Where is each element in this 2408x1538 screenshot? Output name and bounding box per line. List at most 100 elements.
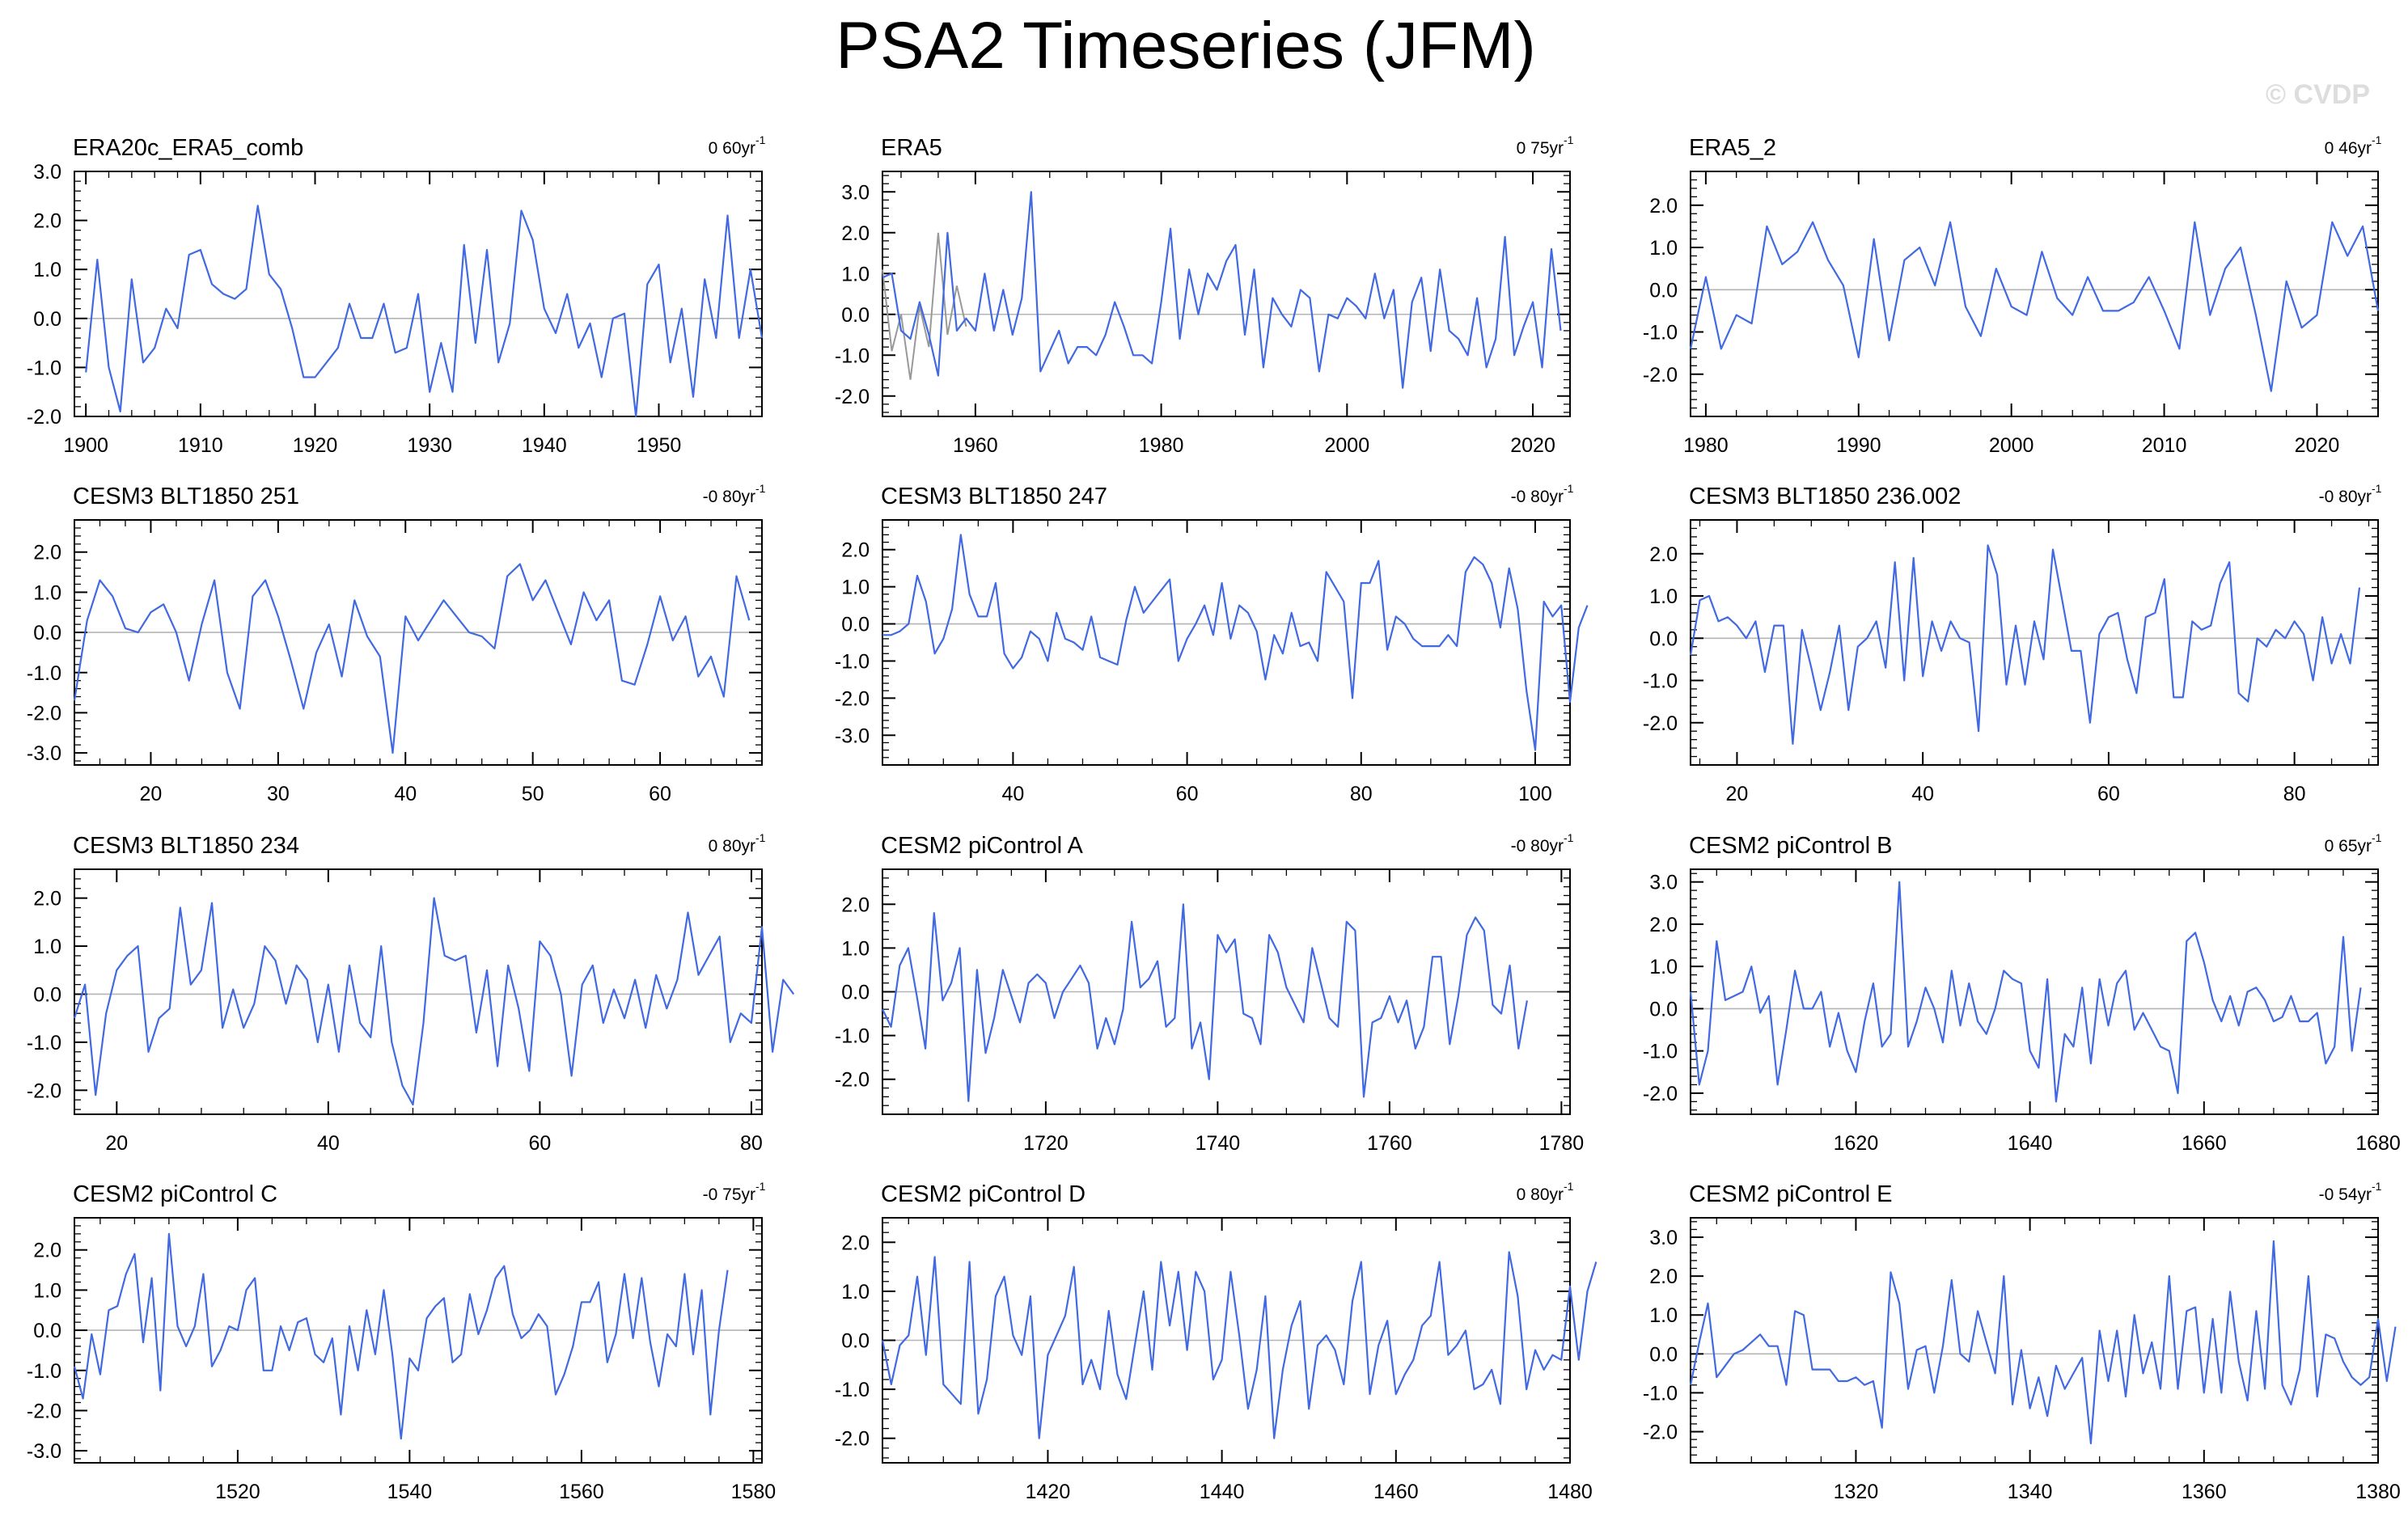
panel-grid: ERA20c_ERA5_comb 0 60yr -1-2.0-1.00.01.02.…	[27, 133, 2401, 1503]
panel-variance-label: -0 80yr	[703, 488, 755, 506]
x-tick-label: 20	[105, 1132, 128, 1155]
y-tick-label: -2.0	[27, 1400, 61, 1422]
chart-panel: ERA5_2 0 46yr -1 -2.0 -1.0 0.0 1.0 2.0 1980 1990 2…	[1643, 133, 2382, 457]
y-tick-label: -2.0	[1643, 1083, 1678, 1105]
y-tick-label: 2.0	[33, 210, 61, 233]
y-tick-label: 2.0	[33, 888, 61, 911]
panel-title: CESM2 piControl C	[73, 1181, 277, 1207]
x-tick-label: 1660	[2182, 1132, 2227, 1155]
series-line	[882, 534, 1589, 751]
x-tick-label: 20	[1726, 783, 1749, 805]
x-tick-label: 1520	[215, 1481, 260, 1503]
secondary-series-line	[882, 232, 967, 380]
plot-frame	[74, 868, 763, 1115]
y-tick-label: 0.0	[841, 614, 870, 636]
y-tick-label: 1.0	[33, 1279, 61, 1302]
series-line	[73, 1232, 729, 1440]
y-tick-label: 0.0	[841, 982, 870, 1004]
panel-title: CESM2 piControl E	[1689, 1181, 1892, 1207]
variance-superscript: -1	[2372, 482, 2382, 495]
x-tick-label: 1940	[522, 434, 567, 457]
y-tick-label: -1.0	[835, 650, 870, 673]
panel-title: CESM2 piControl B	[1689, 833, 1892, 859]
y-tick-label: -3.0	[835, 725, 870, 747]
x-tick-label: 30	[267, 783, 290, 805]
variance-superscript: -1	[755, 1180, 766, 1193]
y-tick-label: -2.0	[835, 386, 870, 408]
plot-frame	[74, 171, 763, 417]
panel-title: CESM3 BLT1850 234	[73, 833, 299, 859]
y-tick-label: 2.0	[1649, 195, 1678, 218]
x-tick-label: 1640	[2008, 1132, 2053, 1155]
x-tick-label: 1560	[559, 1481, 604, 1503]
y-tick-label: 1.0	[33, 936, 61, 958]
y-tick-label: 0.0	[841, 1330, 870, 1353]
variance-superscript: -1	[2372, 133, 2382, 146]
x-tick-label: 60	[528, 1132, 551, 1155]
y-tick-label: 2.0	[841, 1232, 870, 1254]
x-tick-label: 80	[2283, 783, 2306, 805]
panel-variance-label: 0 75yr	[1517, 139, 1564, 158]
y-tick-label: -2.0	[835, 1069, 870, 1092]
y-tick-label: -1.0	[27, 357, 61, 379]
cvdp-watermark: © CVDP	[2266, 79, 2370, 110]
series-line	[85, 205, 764, 418]
panel-variance-label: 0 65yr	[2325, 837, 2372, 856]
series-line	[73, 563, 751, 754]
y-tick-label: 0.0	[841, 304, 870, 327]
x-tick-label: 1460	[1373, 1481, 1419, 1503]
x-tick-label: 40	[394, 783, 417, 805]
x-tick-label: 80	[1350, 783, 1373, 805]
panel-variance-label: -0 75yr	[703, 1185, 755, 1204]
x-tick-label: 2020	[1510, 434, 1555, 457]
y-tick-label: 1.0	[841, 577, 870, 599]
y-tick-label: 0.0	[1649, 627, 1678, 650]
plot-frame	[882, 171, 1571, 417]
x-tick-label: 1620	[1834, 1132, 1879, 1155]
plot-frame	[1690, 1217, 2379, 1464]
x-tick-label: 2020	[2295, 434, 2340, 457]
x-tick-label: 1440	[1200, 1481, 1245, 1503]
panel-title: ERA5	[881, 135, 942, 161]
chart-panel: CESM2 piControl E -0 54yr -1 -2.0 -1.0 0.0 1.0…	[1643, 1180, 2401, 1503]
panel-variance-label: 0 80yr	[1517, 1185, 1564, 1204]
x-tick-label: 80	[740, 1132, 763, 1155]
series-line	[1689, 1240, 2397, 1445]
panel-title: CESM2 piControl D	[881, 1181, 1086, 1207]
x-tick-label: 40	[1001, 783, 1024, 805]
y-tick-label: -2.0	[835, 1428, 870, 1451]
chart-panel: CESM2 piControl D 0 80yr -1 -2.0 -1.0 0.0 1.0 2…	[835, 1180, 1598, 1503]
y-tick-label: 0.0	[33, 1320, 61, 1342]
variance-superscript: -1	[2372, 1180, 2382, 1193]
series-line	[882, 903, 1528, 1102]
x-tick-label: 100	[1518, 783, 1552, 805]
x-tick-label: 40	[317, 1132, 340, 1155]
x-tick-label: 60	[2097, 783, 2120, 805]
y-tick-label: -1.0	[835, 1025, 870, 1048]
variance-superscript: -1	[755, 831, 766, 844]
series-line	[1689, 221, 2380, 392]
y-tick-label: -2.0	[1643, 364, 1678, 387]
x-tick-label: 1930	[407, 434, 452, 457]
variance-superscript: -1	[755, 133, 766, 146]
y-tick-label: 0.0	[1649, 1343, 1678, 1366]
y-tick-label: 2.0	[1649, 914, 1678, 936]
x-tick-label: 1950	[637, 434, 682, 457]
y-tick-label: 2.0	[1649, 1265, 1678, 1288]
x-tick-label: 1420	[1026, 1481, 1071, 1503]
panel-variance-label: 0 80yr	[709, 837, 755, 856]
x-tick-label: 60	[649, 783, 671, 805]
y-tick-label: -1.0	[1643, 1382, 1678, 1405]
panel-title: ERA5_2	[1689, 135, 1776, 161]
x-tick-label: 20	[140, 783, 163, 805]
x-tick-label: 40	[1911, 783, 1934, 805]
y-tick-label: -3.0	[27, 1440, 61, 1463]
x-tick-label: 2000	[1325, 434, 1370, 457]
panel-title: CESM3 BLT1850 236.002	[1689, 484, 1961, 509]
y-tick-label: -1.0	[27, 1360, 61, 1383]
x-tick-label: 1680	[2355, 1132, 2401, 1155]
y-tick-label: -1.0	[835, 344, 870, 367]
y-tick-label: 0.0	[33, 622, 61, 644]
